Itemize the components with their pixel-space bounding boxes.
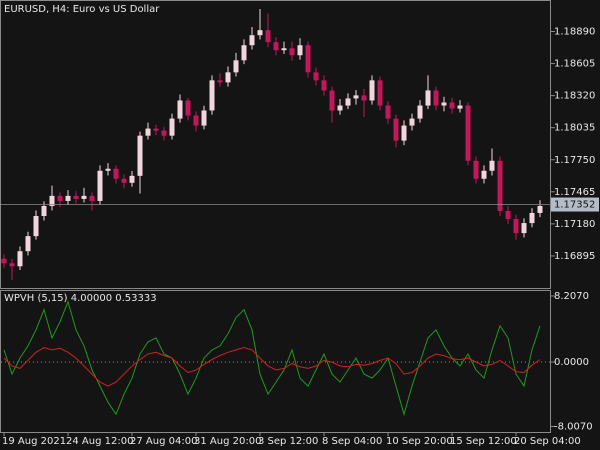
candle-body (73, 195, 79, 199)
price-panel-frame (0, 0, 551, 289)
candle-body (473, 160, 479, 179)
y-tick-label: 8.2070 (554, 291, 589, 302)
x-tick-label: 24 Aug 12:00 (66, 436, 133, 447)
candle-body (81, 195, 87, 199)
candle-body (121, 178, 127, 183)
candle-body (105, 168, 111, 171)
candle-body (417, 105, 423, 119)
candle-body (65, 195, 71, 201)
candle-body (57, 195, 63, 201)
candle-body (329, 90, 335, 111)
candle-body (273, 42, 279, 51)
candle-body (497, 160, 503, 211)
candle-body (457, 105, 463, 109)
candle-body (177, 100, 183, 119)
candle-body (369, 80, 375, 101)
candle-body (137, 135, 143, 176)
x-tick-label: 27 Aug 04:00 (130, 436, 197, 447)
candle-body (521, 223, 527, 234)
indicator-line (3, 300, 541, 417)
candle-body (281, 48, 287, 51)
candle-body (153, 128, 159, 131)
candle-body (161, 130, 167, 136)
candle-body (265, 30, 271, 43)
candle-body (409, 118, 415, 126)
candle-body (433, 90, 439, 106)
candle-body (145, 128, 151, 136)
candle-body (537, 205, 543, 213)
y-tick-label: 1.18605 (554, 59, 595, 70)
candle-body (377, 80, 383, 106)
candle-body (529, 212, 535, 224)
candle-body (17, 251, 23, 267)
candle-body (401, 125, 407, 141)
candle-body (89, 195, 95, 201)
candle-body (41, 205, 47, 216)
x-tick-label: 15 Sep 12:00 (450, 436, 517, 447)
candle-body (313, 72, 319, 81)
candle-body (345, 98, 351, 106)
x-tick-label: 31 Aug 20:00 (194, 436, 261, 447)
last-price-label: 1.17352 (554, 200, 595, 211)
x-tick-label: 20 Sep 04:00 (514, 436, 581, 447)
candle-body (249, 35, 255, 46)
candle-body (305, 45, 311, 73)
candle-body (297, 45, 303, 56)
candle-body (25, 236, 31, 252)
chart-title: EURUSD, H4: Euro vs US Dollar (4, 4, 160, 15)
y-tick-label: -8.0070 (554, 421, 593, 432)
x-tick-label: 10 Sep 20:00 (386, 436, 453, 447)
candle-body (241, 45, 247, 61)
y-tick-label: 1.16895 (554, 251, 595, 262)
candle-body (425, 90, 431, 106)
candle-body (97, 170, 103, 201)
y-tick-label: 1.17465 (554, 187, 595, 198)
candle-body (9, 263, 15, 267)
candle-body (489, 160, 495, 171)
candle-body (169, 118, 175, 136)
candle-body (257, 30, 263, 36)
last-price-box (551, 197, 599, 212)
candle-body (185, 100, 191, 116)
candle-body (449, 102, 455, 109)
x-tick-label: 19 Aug 2021 (2, 436, 66, 447)
candle-body (33, 216, 39, 237)
y-tick-label: 0.0000 (554, 357, 589, 368)
x-tick-label: 3 Sep 12:00 (258, 436, 318, 447)
y-tick-label: 1.17180 (554, 219, 595, 230)
candle-body (233, 60, 239, 73)
x-tick-label: 8 Sep 04:00 (322, 436, 382, 447)
y-tick-label: 1.17750 (554, 155, 595, 166)
candle-body (385, 105, 391, 119)
candle-body (505, 210, 511, 220)
y-tick-label: 1.18320 (554, 91, 595, 102)
candle-body (513, 219, 519, 234)
candle-body (441, 102, 447, 106)
indicator-title: WPVH (5,15) 4.00000 0.53333 (4, 293, 157, 304)
candle-body (465, 105, 471, 161)
candle-body (201, 110, 207, 126)
y-tick-label: 1.18035 (554, 123, 595, 134)
candle-body (289, 48, 295, 56)
candle-body (353, 95, 359, 99)
candle-body (1, 258, 7, 264)
candle-body (113, 168, 119, 179)
candle-body (225, 72, 231, 83)
candle-body (393, 118, 399, 141)
candle-body (337, 105, 343, 111)
candle-body (129, 175, 135, 183)
indicator-panel-frame (0, 290, 551, 433)
candle-body (361, 95, 367, 101)
candle-body (209, 80, 215, 111)
candle-body (49, 195, 55, 206)
candle-body (481, 170, 487, 179)
indicator-line (3, 346, 541, 387)
candle-body (321, 80, 327, 91)
y-tick-label: 1.18890 (554, 27, 595, 38)
candle-body (193, 115, 199, 126)
candle-body (217, 80, 223, 83)
